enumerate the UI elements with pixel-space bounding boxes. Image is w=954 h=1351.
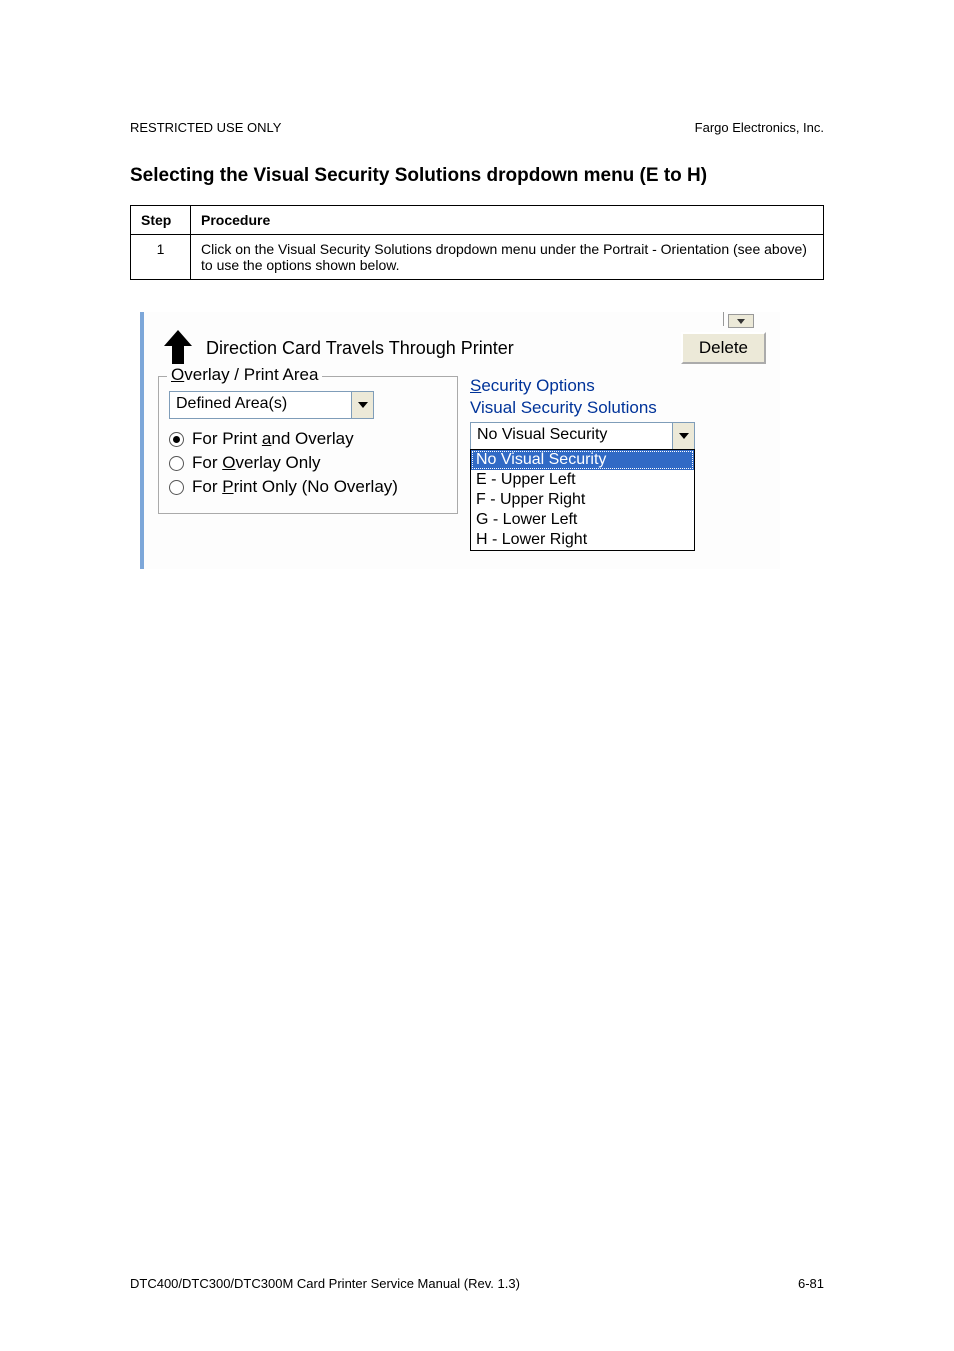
defined-area-value: Defined Area(s) [170, 392, 351, 418]
direction-row: Direction Card Travels Through Printer D… [158, 328, 766, 368]
radio-print-only[interactable]: For Print Only (No Overlay) [169, 477, 447, 497]
vss-option-selected[interactable]: No Visual Security [471, 450, 694, 470]
vss-option[interactable]: H - Lower Right [471, 530, 694, 550]
radio-overlay-only[interactable]: For Overlay Only [169, 453, 447, 473]
chevron-down-icon[interactable] [351, 392, 373, 418]
overlay-legend: Overlay / Print Area [167, 365, 322, 385]
security-options-group: Security Options Visual Security Solutio… [466, 376, 766, 551]
radio-icon [169, 456, 184, 471]
procedure-table: Step Procedure 1 Click on the Visual Sec… [130, 205, 824, 280]
security-legend: Security Options [470, 376, 766, 396]
step-text: Click on the Visual Security Solutions d… [191, 235, 824, 280]
footer-right: 6-81 [798, 1276, 824, 1291]
vss-listbox[interactable]: No Visual Security E - Upper Left F - Up… [470, 449, 695, 551]
header-left: RESTRICTED USE ONLY [130, 120, 281, 135]
vss-combo-value: No Visual Security [471, 423, 672, 449]
header-right: Fargo Electronics, Inc. [695, 120, 824, 135]
dialog-screenshot: Direction Card Travels Through Printer D… [140, 312, 780, 569]
vss-option[interactable]: E - Upper Left [471, 470, 694, 490]
overlay-print-area-group: Overlay / Print Area Defined Area(s) For… [158, 376, 458, 514]
radio-icon [169, 480, 184, 495]
radio-print-and-overlay[interactable]: For Print and Overlay [169, 429, 447, 449]
direction-left: Direction Card Travels Through Printer [158, 328, 514, 368]
vss-label: Visual Security Solutions [470, 398, 766, 418]
vss-option[interactable]: G - Lower Left [471, 510, 694, 530]
footer-left: DTC400/DTC300/DTC300M Card Printer Servi… [130, 1276, 520, 1291]
col-step: Step [131, 206, 191, 235]
direction-label: Direction Card Travels Through Printer [206, 338, 514, 359]
defined-area-combo[interactable]: Defined Area(s) [169, 391, 374, 419]
col-procedure: Procedure [191, 206, 824, 235]
vss-combo[interactable]: No Visual Security [470, 422, 695, 450]
arrow-up-icon [158, 328, 198, 368]
radio-icon [169, 432, 184, 447]
page-header: RESTRICTED USE ONLY Fargo Electronics, I… [130, 120, 824, 135]
table-row: 1 Click on the Visual Security Solutions… [131, 235, 824, 280]
chevron-down-icon[interactable] [672, 423, 694, 449]
page-footer: DTC400/DTC300/DTC300M Card Printer Servi… [130, 1276, 824, 1291]
step-number: 1 [131, 235, 191, 280]
truncated-dropdown-icon [728, 314, 754, 328]
delete-button[interactable]: Delete [681, 332, 766, 364]
truncation-divider [723, 312, 724, 326]
vss-option[interactable]: F - Upper Right [471, 490, 694, 510]
section-title: Selecting the Visual Security Solutions … [130, 165, 824, 187]
